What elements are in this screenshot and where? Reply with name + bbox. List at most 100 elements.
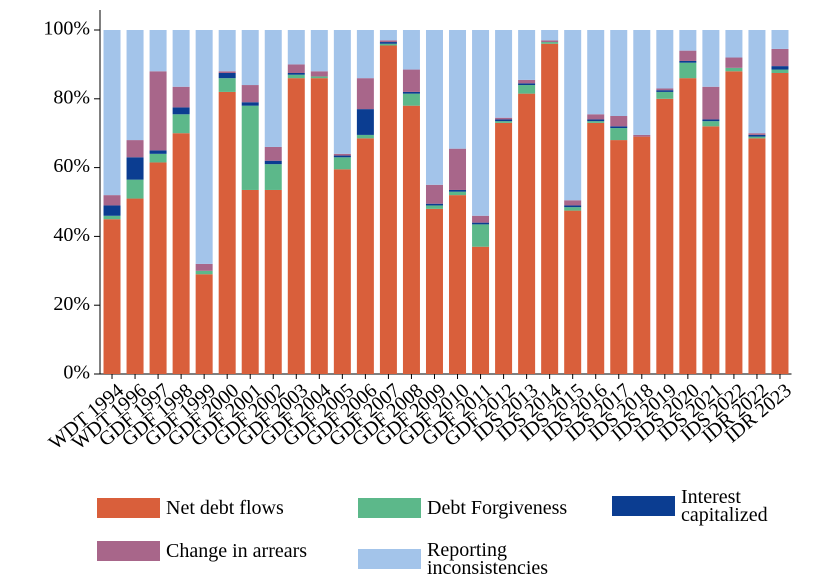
- bar-segment: [287, 64, 305, 73]
- bar-segment: [725, 67, 743, 72]
- legend-label: Change in arrears: [166, 540, 308, 562]
- bar-segment: [449, 195, 467, 374]
- bar-segment: [287, 30, 305, 65]
- bar-segment: [472, 246, 490, 374]
- bar-segment: [218, 71, 236, 73]
- legend-item: Interest capitalized: [612, 486, 821, 526]
- bar-segment: [103, 215, 121, 220]
- bar-segment: [702, 121, 720, 127]
- bar-segment: [472, 222, 490, 225]
- bar-segment: [633, 134, 651, 137]
- bar-segment: [702, 126, 720, 374]
- bar-segment: [126, 179, 144, 199]
- bar-segment: [472, 224, 490, 247]
- bar-segment: [518, 85, 536, 94]
- legend-item: Debt Forgiveness: [358, 498, 577, 518]
- bar-segment: [425, 205, 443, 209]
- bar-segment: [172, 107, 190, 115]
- bar-segment: [771, 30, 789, 49]
- bar-segment: [425, 30, 443, 185]
- bar-segment: [656, 90, 674, 92]
- bar-segment: [264, 189, 282, 374]
- bar-segment: [725, 57, 743, 68]
- bar-segment: [725, 30, 743, 58]
- bar-segment: [472, 30, 490, 216]
- bar-segment: [425, 184, 443, 204]
- bar-segment: [241, 189, 259, 374]
- bar-segment: [287, 73, 305, 75]
- bar-segment: [379, 30, 397, 41]
- bar-segment: [195, 270, 213, 275]
- bar-segment: [264, 160, 282, 165]
- bar-segment: [679, 62, 697, 79]
- legend-item: Net debt flows: [97, 498, 316, 518]
- bar-segment: [333, 153, 351, 156]
- bar-segment: [587, 30, 605, 115]
- bar-segment: [518, 93, 536, 374]
- bar-segment: [310, 78, 328, 374]
- bar-segment: [587, 114, 605, 120]
- bar-segment: [771, 73, 789, 374]
- bar-segment: [748, 30, 766, 134]
- bar-segment: [264, 30, 282, 147]
- bar-segment: [564, 210, 582, 374]
- bar-segment: [495, 121, 513, 123]
- bar-segment: [564, 200, 582, 206]
- bar-segment: [449, 191, 467, 196]
- bar-segment: [610, 140, 628, 374]
- legend-label: Debt Forgiveness: [427, 497, 568, 519]
- bar-segment: [702, 30, 720, 87]
- bar-segment: [218, 91, 236, 375]
- bar-segment: [425, 208, 443, 374]
- bar-segment: [126, 198, 144, 374]
- legend-item: Change in arrears: [97, 541, 316, 561]
- legend-label: Interest capitalized: [681, 486, 768, 526]
- bar-segment: [195, 274, 213, 374]
- bar-segment: [379, 43, 397, 46]
- bar-segment: [656, 98, 674, 375]
- bar-segment: [333, 155, 351, 158]
- bar-segment: [702, 86, 720, 120]
- bar-segment: [310, 76, 328, 79]
- bar-segment: [679, 60, 697, 63]
- bar-segment: [518, 30, 536, 80]
- bar-segment: [656, 91, 674, 99]
- bar-segment: [472, 215, 490, 223]
- legend-swatch: [612, 496, 675, 516]
- bar-segment: [356, 134, 374, 139]
- bar-segment: [771, 48, 789, 67]
- bar-segment: [748, 134, 766, 137]
- bar-segment: [103, 30, 121, 196]
- bar-segment: [103, 195, 121, 206]
- bar-segment: [564, 207, 582, 211]
- legend-label: Net debt flows: [166, 497, 284, 519]
- bar-segment: [679, 30, 697, 51]
- bar-segment: [541, 42, 559, 44]
- bar-segment: [449, 148, 467, 190]
- bar-segment: [495, 117, 513, 120]
- bar-segment: [495, 119, 513, 122]
- bar-segment: [656, 88, 674, 91]
- y-tick-label: 100%: [43, 18, 90, 40]
- bar-segment: [702, 119, 720, 122]
- bar-segment: [172, 30, 190, 87]
- bar-segment: [241, 102, 259, 106]
- bar-segment: [610, 30, 628, 116]
- bar-segment: [656, 30, 674, 89]
- legend-label: Reporting inconsistencies: [427, 539, 549, 579]
- bar-segment: [679, 78, 697, 374]
- page: 0% 20% 40% 60% 80% 100% WDT 1994 WDT 1996 GDF 19…: [43, 10, 821, 578]
- bar-segment: [287, 78, 305, 374]
- bar-segment: [356, 78, 374, 110]
- bar-segment: [541, 30, 559, 41]
- bar-segment: [379, 40, 397, 43]
- bar-segment: [449, 30, 467, 149]
- y-tick-label: 20%: [53, 293, 90, 315]
- bar-segment: [218, 30, 236, 72]
- bar-segment: [241, 105, 259, 190]
- bar-segment: [149, 71, 167, 151]
- bar-segment: [541, 43, 559, 374]
- bar-segment: [356, 138, 374, 374]
- bar-segment: [633, 136, 651, 374]
- bar-segment: [402, 105, 420, 375]
